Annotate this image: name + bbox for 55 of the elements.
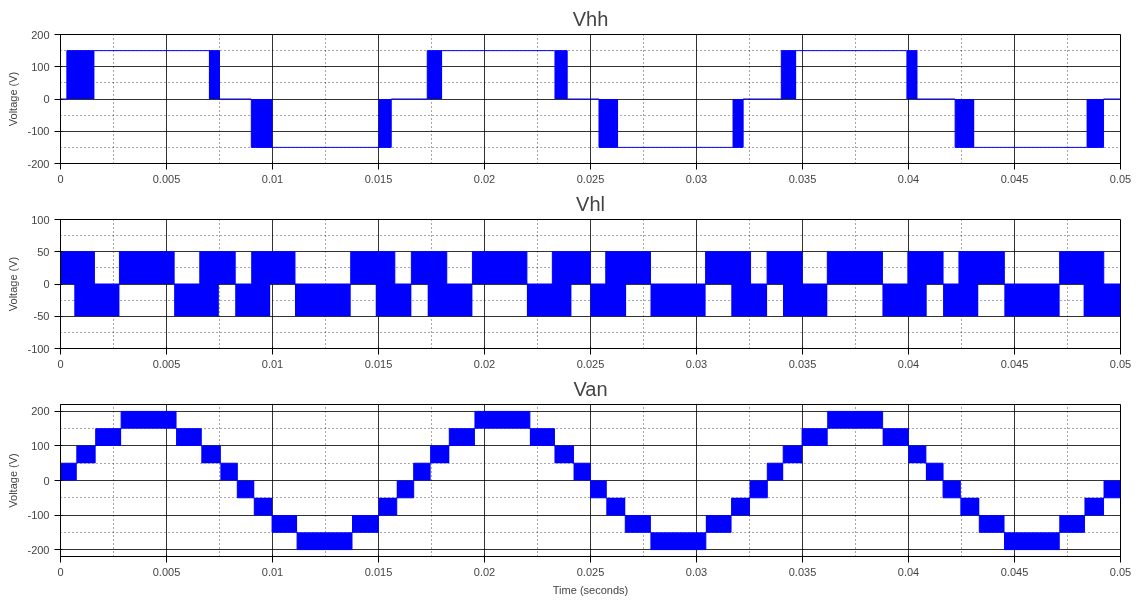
y-tick-label: 50 <box>37 245 50 258</box>
y-tick-label: 0 <box>43 278 50 290</box>
x-tick-label: 0.015 <box>364 357 393 370</box>
x-tick-label: 0.025 <box>576 172 605 185</box>
x-tick-label: 0.045 <box>1000 565 1029 578</box>
x-tick-label: 0 <box>57 565 64 578</box>
chart-title: Vhl <box>576 192 605 215</box>
x-tick-label: 0.035 <box>788 357 817 370</box>
y-tick-label: 0 <box>43 93 50 105</box>
x-tick-label: 0.05 <box>1109 357 1132 370</box>
x-tick-label: 0.04 <box>897 565 920 578</box>
chart-title: Van <box>573 377 608 400</box>
x-tick-label: 0.01 <box>261 172 284 185</box>
x-tick-label: 0.02 <box>473 172 496 185</box>
x-axis-title: Time (seconds) <box>552 583 629 596</box>
y-tick-label: 100 <box>31 213 50 226</box>
y-axis-title: Voltage (V) <box>7 453 20 508</box>
x-tick-label: 0 <box>57 357 64 370</box>
y-tick-label: 100 <box>31 60 50 73</box>
x-tick-label: 0.035 <box>788 172 817 185</box>
x-tick-label: 0 <box>57 172 64 185</box>
x-tick-label: 0.05 <box>1109 172 1132 185</box>
x-tick-label: 0.01 <box>261 357 284 370</box>
y-axis-title: Voltage (V) <box>7 256 20 312</box>
x-tick-label: 0.005 <box>152 565 181 578</box>
y-axis-title: Voltage (V) <box>7 71 20 127</box>
x-tick-label: 0.025 <box>576 357 605 370</box>
y-tick-label: -100 <box>27 342 50 355</box>
x-tick-label: 0.035 <box>788 565 817 578</box>
x-tick-label: 0.045 <box>1000 357 1029 370</box>
y-tick-label: -200 <box>27 543 50 556</box>
x-tick-label: 0.005 <box>152 172 181 185</box>
y-tick-label: 0 <box>43 474 50 487</box>
x-tick-label: 0.015 <box>364 172 393 185</box>
chart-title: Vhh <box>572 7 609 30</box>
y-tick-label: -100 <box>27 509 50 522</box>
x-tick-label: 0.01 <box>261 565 284 578</box>
x-tick-label: 0.02 <box>473 357 496 370</box>
x-tick-label: 0.005 <box>152 357 181 370</box>
x-tick-label: 0.04 <box>897 172 920 185</box>
x-tick-label: 0.02 <box>473 565 496 578</box>
x-tick-label: 0.04 <box>897 357 920 370</box>
y-tick-label: 200 <box>31 28 50 41</box>
y-tick-label: -100 <box>27 125 50 138</box>
x-tick-label: 0.015 <box>364 565 393 578</box>
x-tick-label: 0.025 <box>576 565 605 578</box>
x-tick-label: 0.05 <box>1109 565 1132 578</box>
y-tick-label: -50 <box>33 310 50 323</box>
x-tick-label: 0.03 <box>685 172 708 185</box>
x-tick-label: 0.045 <box>1000 172 1029 185</box>
y-tick-label: -200 <box>27 157 50 170</box>
x-tick-label: 0.03 <box>685 565 708 578</box>
y-tick-label: 200 <box>31 405 50 418</box>
y-tick-label: 100 <box>31 439 50 452</box>
x-tick-label: 0.03 <box>685 357 708 370</box>
